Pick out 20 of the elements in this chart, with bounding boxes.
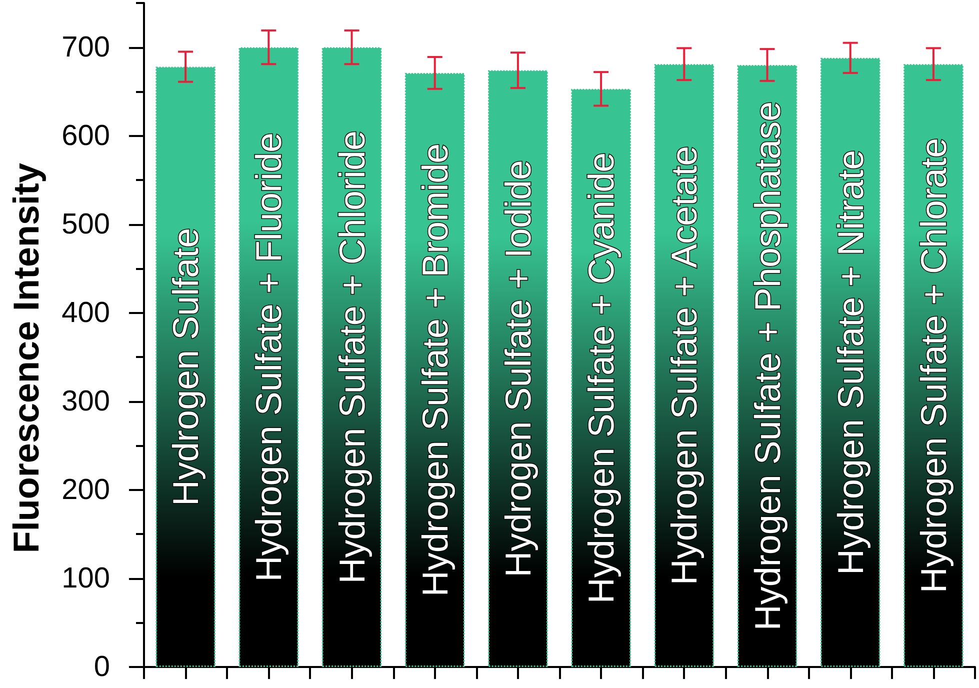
y-tick-label: 100: [62, 562, 110, 594]
x-tick-label: Hydrogen Sulfate + Chlorate: [912, 138, 954, 594]
y-tick-label: 200: [62, 474, 110, 506]
x-tick-label: Hydrogen Sulfate + Cyanide: [580, 152, 622, 604]
bar: [156, 66, 216, 667]
y-tick-label: 0: [94, 651, 110, 683]
y-tick-label: 400: [62, 296, 110, 329]
x-tick-label: Hydrogen Sulfate + Acetate: [664, 146, 705, 586]
x-tick-label: Hydrogen Sulfate + Phosphatase: [746, 101, 788, 631]
y-tick-label: 500: [62, 208, 110, 240]
x-tick-label: Hydrogen Sulfate + Nitrate: [830, 150, 871, 576]
y-tick-label: 300: [62, 385, 110, 418]
x-tick-label: Hydrogen Sulfate + Bromide: [414, 143, 456, 597]
y-tick-label: 700: [62, 31, 110, 64]
x-tick-label: Hydrogen Sulfate: [165, 228, 206, 506]
x-tick-label: Hydrogen Sulfate + Chloride: [331, 130, 372, 584]
y-tick-label: 600: [62, 120, 110, 152]
y-axis-title: Fluorescence Intensity: [6, 162, 46, 554]
x-tick-label: Hydrogen Sulfate + Iodide: [497, 160, 538, 578]
x-tick-label: Hydrogen Sulfate + Fluoride: [248, 132, 290, 582]
